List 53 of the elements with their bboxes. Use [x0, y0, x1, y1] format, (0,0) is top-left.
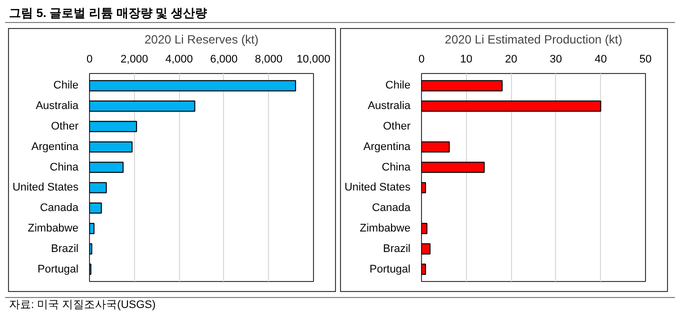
- y-tick-label: China: [50, 161, 80, 174]
- bar: [422, 162, 485, 174]
- text: 자료: 미국 지질조사국(USGS): [9, 298, 156, 314]
- x-tick-label: 2,000: [120, 54, 148, 66]
- bar: [422, 100, 602, 112]
- x-tick-label: 10: [460, 54, 472, 66]
- bar: [90, 100, 196, 112]
- y-tick-label: Chile: [53, 80, 79, 92]
- bar: [90, 80, 296, 92]
- y-tick-label: Canada: [372, 202, 412, 214]
- x-tick-label: 0: [86, 54, 93, 66]
- bar: [90, 121, 138, 132]
- bar: [90, 243, 92, 255]
- x-axis-title: 2020 Li Estimated Production (kt): [444, 32, 622, 47]
- y-tick-label: Other: [50, 120, 79, 133]
- y-tick-label: Australia: [368, 100, 412, 112]
- x-tick-label: 8,000: [254, 54, 282, 66]
- bar: [90, 141, 133, 153]
- bar: [90, 162, 124, 174]
- y-tick-label: Argentina: [363, 141, 412, 154]
- x-tick-label: 10,000: [296, 54, 330, 66]
- bar: [90, 202, 102, 214]
- y-tick-label: United States: [12, 182, 79, 194]
- y-tick-label: China: [382, 161, 412, 174]
- x-tick-label: 4,000: [165, 54, 193, 66]
- x-tick-label: 0: [418, 54, 425, 66]
- bar: [90, 223, 94, 234]
- y-tick-label: Zimbabwe: [28, 222, 79, 235]
- y-tick-label: Zimbabwe: [360, 222, 411, 235]
- bar: [422, 80, 503, 92]
- y-tick-label: Brazil: [382, 243, 411, 256]
- bar: [422, 141, 450, 153]
- y-tick-label: United States: [344, 182, 411, 194]
- y-tick-label: Argentina: [31, 141, 80, 154]
- x-tick-label: 6,000: [210, 54, 238, 66]
- y-tick-label: Canada: [40, 202, 80, 214]
- y-tick-label: Australia: [36, 100, 80, 112]
- chart-title: 그림 5. 글로벌 리튬 매장량 및 생산량: [9, 5, 208, 22]
- y-tick-label: Brazil: [50, 243, 79, 256]
- bar: [90, 182, 107, 194]
- bar: [422, 223, 428, 234]
- x-tick-label: 40: [594, 54, 607, 66]
- x-axis-title: 2020 Li Reserves (kt): [144, 32, 259, 47]
- x-tick-label: 20: [504, 54, 518, 66]
- y-tick-label: Portugal: [370, 263, 411, 276]
- bar: [422, 243, 431, 255]
- y-tick-label: Chile: [385, 80, 411, 92]
- x-tick-label: 50: [639, 54, 652, 66]
- y-tick-label: Other: [382, 120, 411, 133]
- x-tick-label: 30: [550, 54, 562, 66]
- bar: [422, 264, 426, 276]
- y-tick-label: Portugal: [38, 263, 79, 276]
- bar: [422, 182, 426, 194]
